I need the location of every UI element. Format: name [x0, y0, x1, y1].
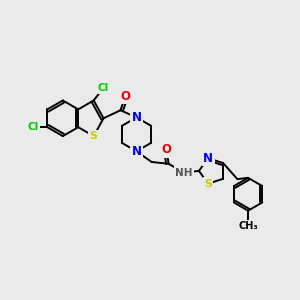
- Text: CH₃: CH₃: [238, 220, 258, 230]
- Text: N: N: [203, 152, 213, 165]
- Text: Cl: Cl: [98, 82, 109, 93]
- Text: O: O: [162, 143, 172, 156]
- Text: S: S: [90, 131, 98, 141]
- Text: N: N: [131, 145, 142, 158]
- Text: O: O: [120, 90, 130, 103]
- Text: Cl: Cl: [28, 122, 39, 132]
- Text: S: S: [204, 178, 212, 189]
- Text: N: N: [131, 111, 142, 124]
- Text: NH: NH: [175, 168, 193, 178]
